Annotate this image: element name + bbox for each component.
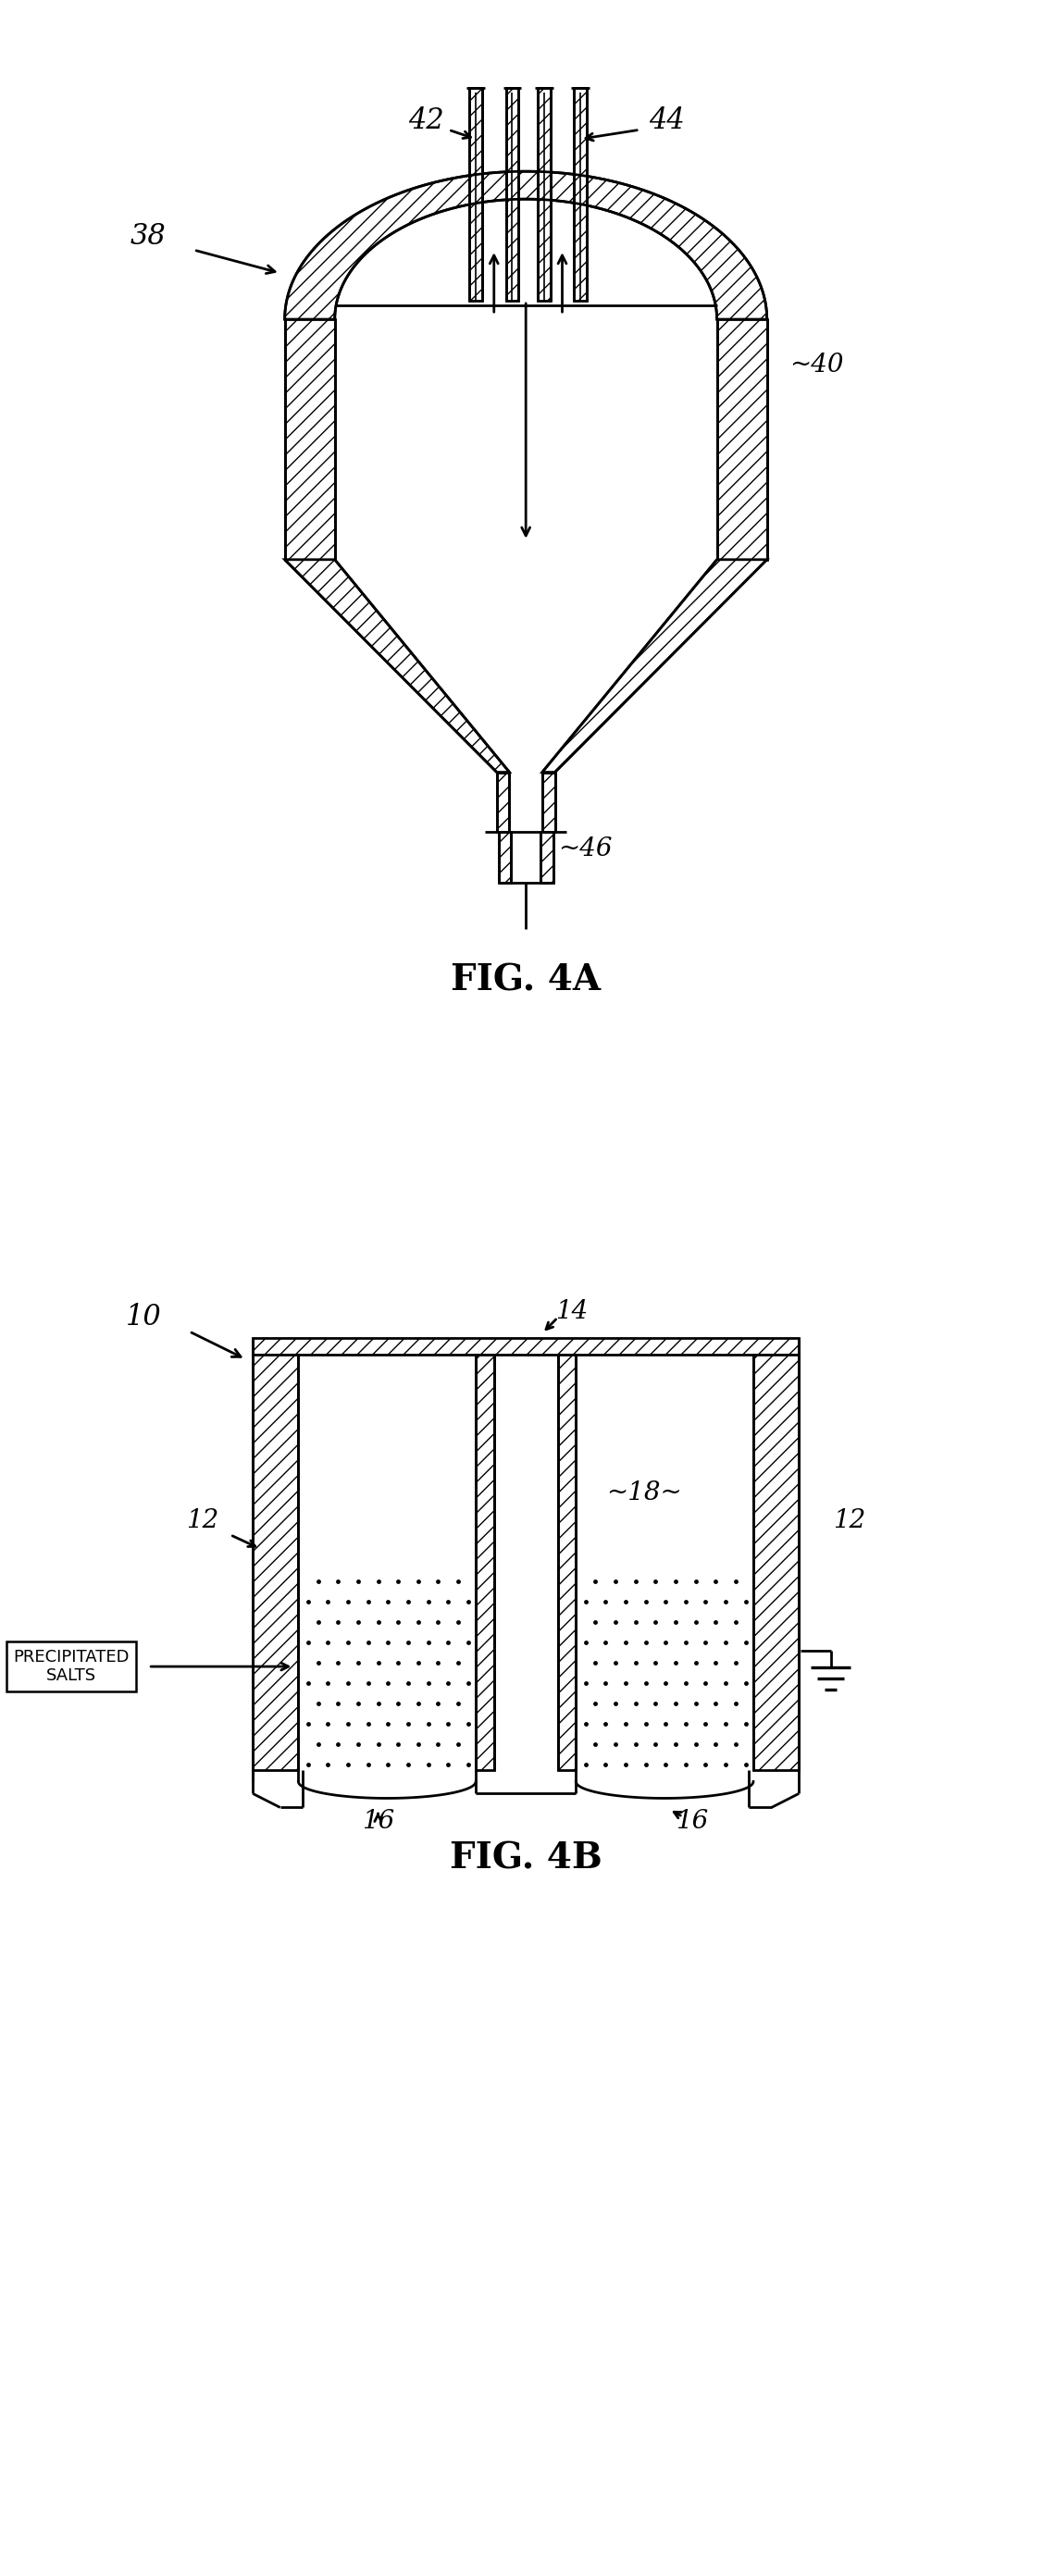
Text: 10: 10 <box>126 1303 162 1332</box>
Text: 12: 12 <box>187 1510 219 1533</box>
Text: ~40: ~40 <box>790 353 844 379</box>
Bar <box>717 319 767 559</box>
Bar <box>542 773 555 832</box>
Polygon shape <box>542 559 767 773</box>
Text: 16: 16 <box>676 1808 708 1834</box>
Bar <box>753 1355 799 1770</box>
Text: ~46: ~46 <box>558 837 612 860</box>
Bar <box>540 832 553 884</box>
Bar <box>558 1355 576 1770</box>
Bar <box>252 1337 799 1355</box>
Bar <box>285 319 335 559</box>
Bar <box>496 773 509 832</box>
Text: 38: 38 <box>130 222 166 250</box>
Text: PRECIPITATED
SALTS: PRECIPITATED SALTS <box>13 1649 129 1685</box>
Text: ~18~: ~18~ <box>606 1481 682 1507</box>
Bar <box>537 88 551 301</box>
Bar <box>574 88 587 301</box>
Text: FIG. 4B: FIG. 4B <box>450 1842 602 1875</box>
Bar <box>499 832 511 884</box>
Bar <box>469 88 482 301</box>
Text: 42: 42 <box>408 106 443 134</box>
Bar <box>252 1355 298 1770</box>
Bar <box>476 1355 494 1770</box>
Text: 16: 16 <box>362 1808 394 1834</box>
Bar <box>506 88 518 301</box>
Text: 44: 44 <box>649 106 685 134</box>
Polygon shape <box>285 559 509 773</box>
Text: 12: 12 <box>832 1510 865 1533</box>
Polygon shape <box>285 173 767 319</box>
Text: FIG. 4A: FIG. 4A <box>451 963 601 997</box>
Text: 14: 14 <box>555 1298 587 1324</box>
